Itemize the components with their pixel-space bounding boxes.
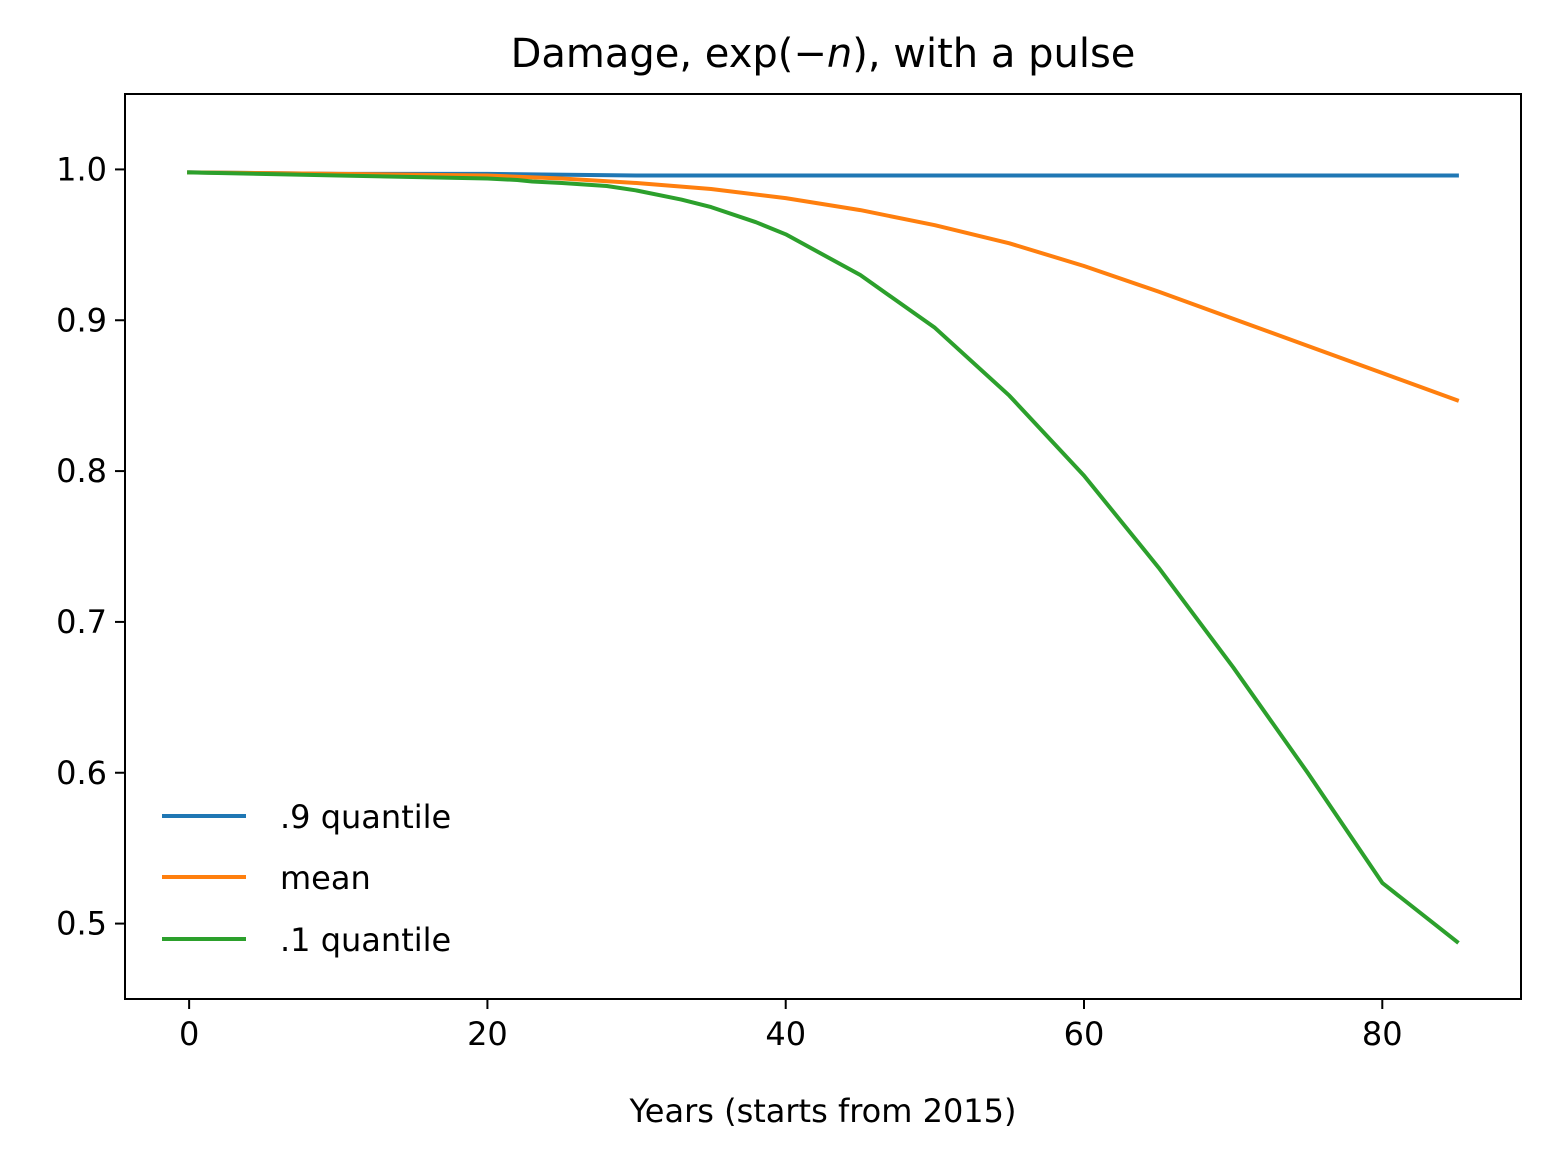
series-line-1-quantile bbox=[187, 170, 1460, 945]
x-tick-label: 0 bbox=[179, 1015, 199, 1053]
y-tick-label: 0.7 bbox=[56, 603, 107, 641]
x-tick-label: 20 bbox=[467, 1015, 508, 1053]
chart-title-part-after: ), with a pulse bbox=[852, 31, 1135, 77]
y-tick-label: 0.5 bbox=[56, 905, 107, 943]
y-tick-label: 1.0 bbox=[56, 150, 107, 188]
chart-title-part-italic: n bbox=[827, 31, 852, 77]
x-tick-label: 60 bbox=[1064, 1015, 1105, 1053]
y-axis-ticks: 0.5 0.6 0.7 0.8 0.9 1.0 bbox=[56, 150, 125, 943]
legend-label-mean: mean bbox=[280, 859, 371, 897]
series-line-mean bbox=[187, 170, 1460, 403]
x-tick-label: 40 bbox=[765, 1015, 806, 1053]
x-tick-label: 80 bbox=[1362, 1015, 1403, 1053]
plot-frame bbox=[124, 93, 1522, 1000]
y-tick-label: 0.6 bbox=[56, 754, 107, 792]
x-axis-label: Years (starts from 2015) bbox=[628, 1092, 1016, 1130]
y-tick-label: 0.8 bbox=[56, 452, 107, 490]
x-axis-ticks: 0 20 40 60 80 bbox=[179, 999, 1403, 1053]
legend-label-1-quantile: .1 quantile bbox=[280, 921, 451, 959]
y-tick-label: 0.9 bbox=[56, 301, 107, 339]
legend: .9 quantile mean .1 quantile bbox=[162, 798, 451, 959]
chart-title-part-before: Damage, exp(− bbox=[511, 31, 827, 77]
chart-title: Damage, exp(−n), with a pulse bbox=[511, 31, 1136, 77]
legend-label-9-quantile: .9 quantile bbox=[280, 798, 451, 836]
plot-lines bbox=[187, 170, 1460, 945]
